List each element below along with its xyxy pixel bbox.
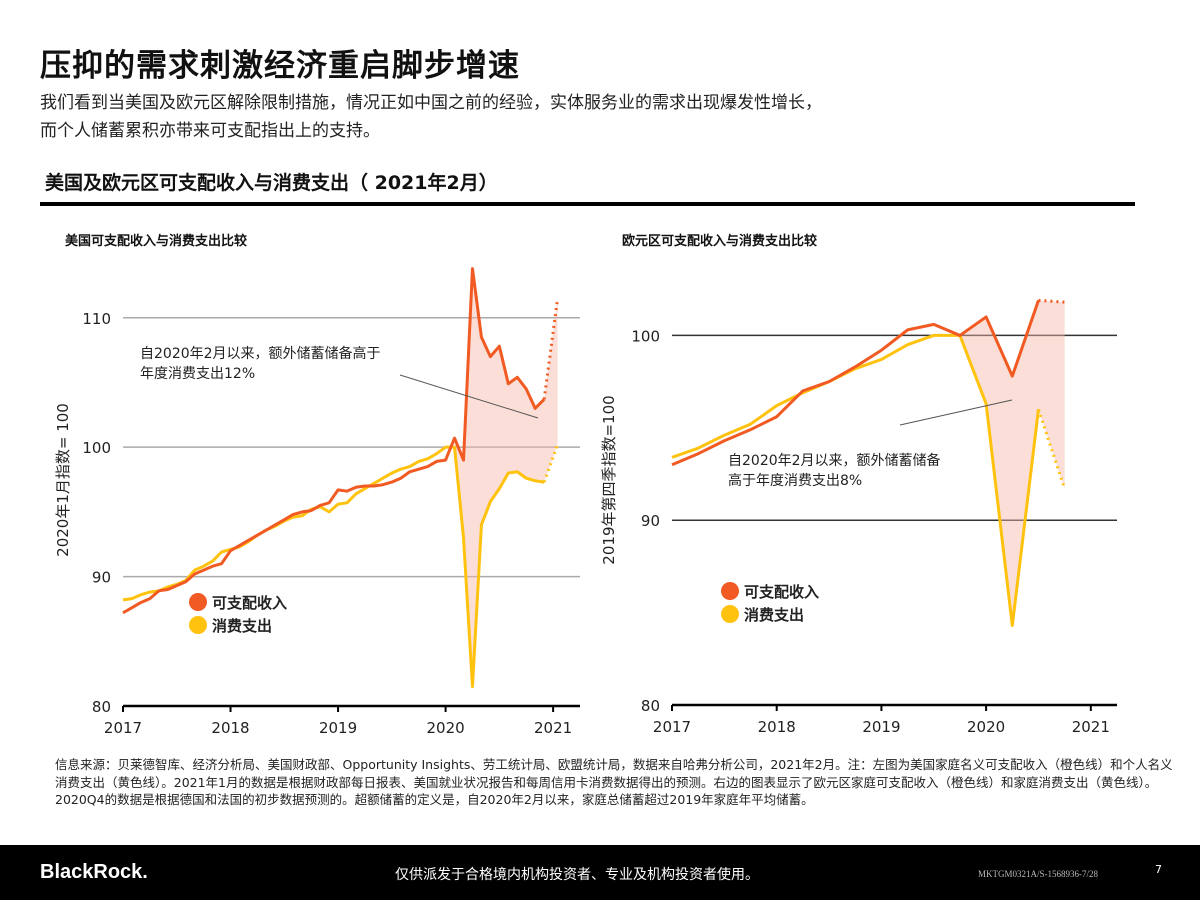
blackrock-logo: BlackRock.: [40, 861, 148, 883]
subtitle-line-1: 我们看到当美国及欧元区解除限制措施，情况正如中国之前的经验，实体服务业的需求出现…: [40, 93, 822, 113]
annotation-text: 自2020年2月以来，额外储蓄储备高于: [140, 345, 381, 362]
y-tick-label: 90: [92, 569, 111, 587]
y-tick-label: 80: [641, 697, 660, 715]
euro-chart: 80 90 100 2017 2018 2019 2020 2021 自2020年2月以来，额外…: [600, 298, 1117, 736]
annotation-leader: [399, 374, 539, 419]
footer: BlackRock. 仅供派发于合格境内机构投资者、专业及机构投资者使用。 MK…: [0, 845, 1200, 900]
forecast-line-spending: [1037, 408, 1067, 490]
y-axis-label: 2019年第四季指数=100: [600, 395, 618, 564]
us-chart: 80 90 100 110 2017 2018 2019 2020 2021 自2020年2月以来…: [54, 267, 580, 737]
legend-marker: [721, 605, 739, 623]
x-tick-label: 2017: [653, 718, 691, 736]
x-tick-label: 2018: [211, 719, 249, 737]
legend-marker: [721, 582, 739, 600]
x-tick-label: 2019: [319, 719, 357, 737]
x-tick-label: 2021: [534, 719, 572, 737]
legend-label: 可支配收入: [212, 594, 287, 612]
y-tick-label: 100: [82, 439, 111, 457]
forecast-line-income: [542, 298, 560, 400]
section-title: 美国及欧元区可支配收入与消费支出（ 2021年2月）: [45, 172, 498, 194]
x-tick-label: 2018: [758, 718, 796, 736]
annotation-leader: [899, 399, 1013, 426]
x-tick-label: 2019: [862, 718, 900, 736]
legend-label: 消费支出: [744, 606, 804, 624]
subtitle-line-2: 而个人储蓄累积亦带来可支配指出上的支持。: [40, 121, 380, 141]
series-line-income: [122, 267, 546, 615]
annotation-text: 自2020年2月以来，额外储蓄储备: [728, 452, 941, 469]
y-tick-label: 90: [641, 512, 660, 530]
y-tick-label: 100: [631, 327, 660, 345]
euro-chart-title: 欧元区可支配收入与消费支出比较: [622, 234, 818, 249]
page-number: 7: [1155, 863, 1162, 876]
source-notes: 信息来源：贝莱德智库、经济分析局、美国财政部、Opportunity Insig…: [55, 757, 1173, 807]
section-divider: [40, 202, 1135, 206]
disclaimer: 仅供派发于合格境内机构投资者、专业及机构投资者使用。: [395, 867, 759, 883]
excess-savings-area: [454, 268, 558, 687]
x-tick-label: 2017: [104, 719, 142, 737]
page-title: 压抑的需求刺激经济重启脚步增速: [40, 48, 520, 84]
legend-marker: [189, 593, 207, 611]
us-chart-title: 美国可支配收入与消费支出比较: [65, 234, 248, 249]
y-axis-label: 2020年1月指数= 100: [54, 403, 72, 557]
document-code: MKTGM0321A/S-1568936-7/28: [978, 869, 1099, 879]
legend-label: 消费支出: [212, 617, 272, 635]
y-tick-label: 80: [92, 698, 111, 716]
x-tick-label: 2020: [967, 718, 1005, 736]
forecast-line-income: [1038, 298, 1065, 304]
excess-savings-area: [959, 300, 1065, 626]
annotation-text: 高于年度消费支出8%: [728, 472, 862, 489]
legend-marker: [189, 616, 207, 634]
legend-label: 可支配收入: [744, 583, 819, 601]
series-line-spending: [122, 445, 545, 689]
x-tick-label: 2020: [426, 719, 464, 737]
x-tick-label: 2021: [1072, 718, 1110, 736]
forecast-line-spending: [542, 444, 560, 483]
y-tick-label: 110: [82, 310, 111, 328]
annotation-text: 年度消费支出12%: [140, 366, 255, 382]
